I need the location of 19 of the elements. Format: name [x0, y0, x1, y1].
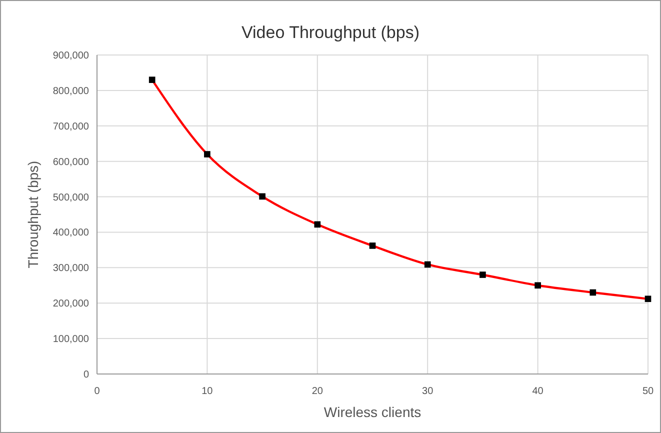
y-tick-label: 200,000	[52, 298, 90, 310]
y-tick-label: 100,000	[52, 334, 90, 346]
x-tick-label: 20	[312, 386, 324, 397]
y-tick-label: 0	[83, 370, 90, 380]
y-tick-label: 500,000	[52, 192, 90, 204]
y-tick-label: 800,000	[52, 86, 90, 97]
y-axis-title: Throughput (bps)	[25, 160, 41, 268]
y-tick-label: 700,000	[52, 121, 90, 132]
x-tick-label: 10	[202, 386, 214, 397]
x-tick-label: 50	[642, 386, 654, 397]
y-tick-label: 300,000	[52, 263, 90, 274]
y-tick-label: 400,000	[52, 228, 90, 239]
x-axis-title: Wireless clients	[324, 404, 422, 420]
y-tick-label: 600,000	[52, 156, 90, 168]
x-tick-label: 40	[532, 386, 544, 397]
x-tick-label: 30	[422, 386, 434, 397]
chart-title: Video Throughput (bps)	[242, 23, 420, 42]
x-tick-label: 0	[94, 386, 100, 397]
y-tick-label: 900,000	[52, 50, 90, 62]
